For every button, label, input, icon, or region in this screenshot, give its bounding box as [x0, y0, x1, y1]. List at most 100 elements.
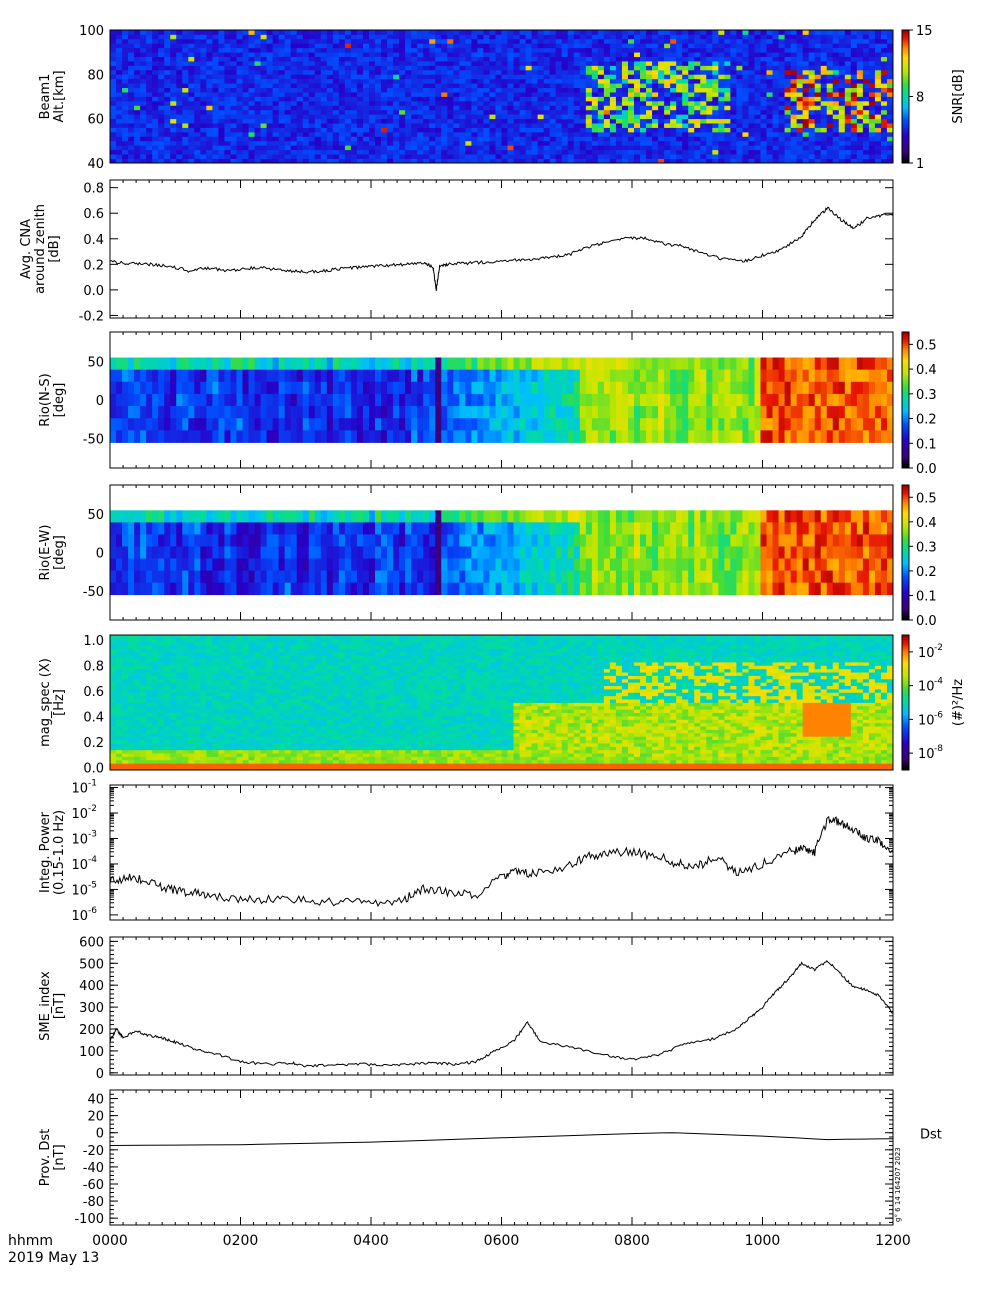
heat-cell	[170, 357, 177, 371]
heat-cell	[399, 69, 406, 75]
heat-cell	[230, 78, 237, 84]
heat-cell	[543, 381, 551, 395]
heat-cell	[814, 96, 822, 102]
heat-cell	[766, 118, 773, 124]
heat-cell	[802, 92, 810, 97]
heat-cell	[561, 69, 569, 75]
heat-cell	[417, 105, 424, 111]
heat-cell	[796, 78, 804, 84]
heat-cell	[477, 140, 484, 146]
heat-cell	[381, 105, 388, 111]
heat-cell	[320, 406, 328, 419]
heat-cell	[549, 393, 557, 407]
heat-cell	[344, 114, 352, 120]
heat-cell	[627, 118, 635, 124]
heat-cell	[489, 154, 496, 159]
heat-cell	[531, 34, 539, 40]
heat-cell	[441, 47, 448, 53]
heat-cell	[399, 65, 406, 71]
heat-cell	[254, 56, 261, 62]
heat-cell	[284, 154, 292, 159]
heat-cell	[206, 43, 213, 49]
heat-cell	[567, 61, 575, 66]
heat-cell	[435, 83, 442, 89]
heat-cell	[525, 87, 533, 93]
heat-cell	[332, 123, 340, 128]
heat-cell	[344, 61, 352, 66]
heat-cell	[471, 109, 478, 115]
heat-cell	[519, 34, 526, 40]
heat-cell	[477, 118, 484, 124]
heat-cell	[537, 149, 545, 155]
heat-cell	[158, 369, 165, 383]
heat-cell	[646, 78, 653, 84]
heat-cell	[555, 357, 563, 371]
heat-cell	[615, 393, 623, 407]
heat-cell	[320, 114, 328, 120]
heat-cell	[706, 140, 713, 146]
heat-cell	[164, 131, 171, 137]
beam1-colorbar-cell	[902, 103, 909, 106]
heat-cell	[814, 149, 822, 155]
heat-cell	[501, 61, 508, 66]
heat-cell	[393, 406, 400, 419]
heat-cell	[134, 131, 141, 137]
heat-cell	[375, 154, 382, 159]
heat-cell	[495, 145, 502, 151]
heat-cell	[591, 69, 599, 75]
heat-cell	[453, 114, 460, 120]
heat-cell	[236, 131, 243, 137]
heat-cell	[140, 87, 147, 93]
heat-cell	[796, 131, 804, 137]
heat-cell	[778, 65, 785, 71]
heat-cell	[724, 105, 731, 111]
heat-cell	[820, 123, 828, 128]
heat-cell	[561, 52, 569, 57]
heat-cell	[483, 418, 490, 431]
heat-cell	[224, 145, 231, 151]
heat-cell	[405, 105, 412, 111]
heat-cell	[712, 145, 719, 151]
heat-cell	[284, 69, 292, 75]
heat-cell	[248, 158, 255, 164]
heat-cell	[495, 406, 502, 419]
heat-cell	[585, 92, 593, 97]
heat-cell	[122, 74, 129, 80]
heat-cell	[688, 69, 695, 75]
heat-cell	[242, 430, 249, 443]
heat-cell	[375, 56, 382, 62]
heat-cell	[272, 78, 280, 84]
heat-cell	[832, 105, 840, 111]
heat-cell	[862, 118, 870, 124]
heat-cell	[116, 47, 123, 53]
heat-cell	[459, 430, 466, 443]
heat-cell	[513, 34, 520, 40]
heat-cell	[543, 56, 551, 62]
heat-cell	[814, 131, 822, 137]
heat-cell	[754, 69, 761, 75]
heat-cell	[874, 61, 882, 66]
heat-cell	[640, 158, 647, 164]
heat-cell	[356, 105, 364, 111]
heat-cell	[236, 145, 243, 151]
heat-cell	[483, 74, 490, 80]
heat-cell	[146, 96, 153, 102]
heat-cell	[350, 47, 358, 53]
heat-cell	[224, 100, 231, 106]
heat-cell	[194, 369, 201, 383]
heat-cell	[387, 74, 394, 80]
heat-cell	[236, 30, 243, 35]
heat-cell	[724, 56, 731, 62]
heat-cell	[387, 43, 394, 49]
heat-cell	[579, 118, 587, 124]
heat-cell	[652, 149, 659, 155]
heat-cell	[664, 78, 671, 84]
heat-cell	[838, 92, 846, 97]
heat-cell	[531, 30, 539, 35]
heat-cell	[501, 109, 508, 115]
heat-cell	[230, 65, 237, 71]
heat-cell	[140, 393, 147, 407]
heat-cell	[350, 154, 358, 159]
heat-cell	[736, 105, 743, 111]
heat-cell	[862, 140, 870, 146]
